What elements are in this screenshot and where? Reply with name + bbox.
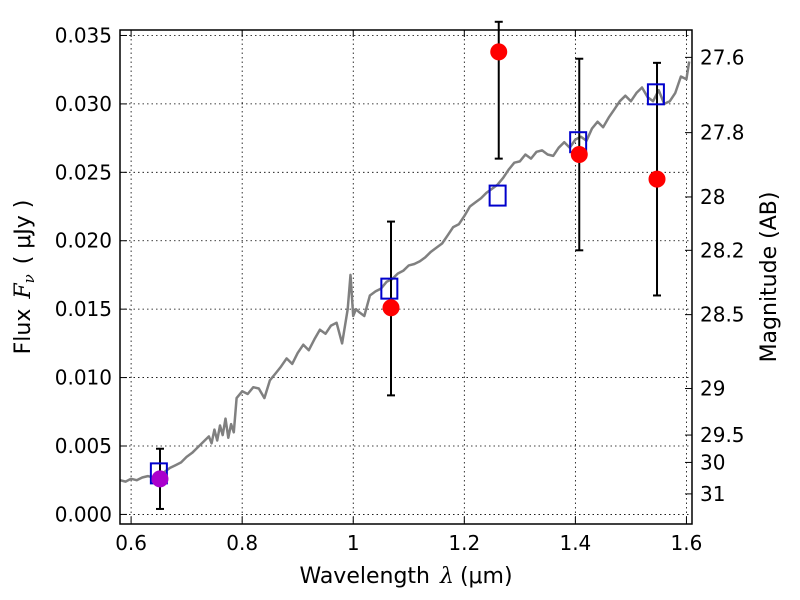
x-tick-label: 1.6 [671, 531, 703, 555]
y2-tick-label: 28.2 [700, 238, 745, 262]
y2-tick-label: 29.5 [700, 423, 745, 447]
y-axis: 0.000 0.005 0.010 0.015 0.020 0.025 0.030 0.035 [55, 23, 127, 526]
y2-tick-label: 30 [700, 450, 725, 474]
y2-axis-title: Magnitude (AB) [757, 192, 782, 363]
x-tick-label: 0.6 [115, 531, 147, 555]
y-tick-label: 0.025 [55, 160, 112, 184]
plot-area [120, 30, 692, 524]
marker-group [149, 43, 666, 488]
observed-photometry-point [490, 43, 508, 61]
observed-photometry-point [570, 146, 588, 164]
observed-photometry-point [648, 170, 666, 188]
y2-tick-label: 28.5 [700, 303, 745, 327]
y-tick-label: 0.020 [55, 229, 112, 253]
y-tick-label: 0.010 [55, 366, 112, 390]
y-tick-label: 0.005 [55, 434, 112, 458]
y-tick-label: 0.035 [55, 23, 112, 47]
observed-photometry-point [151, 470, 169, 488]
y2-tick-label: 27.8 [700, 121, 745, 145]
model-photometry-point [646, 83, 665, 106]
y-axis-title: FluxFν( μJy ) [11, 200, 38, 355]
model-photometry-point [488, 184, 507, 207]
x-tick-label: 1.2 [448, 531, 480, 555]
y2-tick-label: 29 [700, 377, 725, 401]
spectrum-line [119, 61, 691, 483]
x-tick-label: 0.8 [226, 531, 258, 555]
x-axis: 0.6 0.8 1 1.2 1.4 1.6 [115, 30, 702, 555]
y-tick-label: 0.015 [55, 297, 112, 321]
observed-photometry-point [382, 299, 400, 317]
y-tick-label: 0.000 [55, 502, 112, 526]
y2-tick-label: 31 [700, 482, 725, 506]
y2-tick-label: 28 [700, 185, 725, 209]
plot-frame [119, 29, 693, 525]
y2-axis: 27.6 27.8 28 28.2 28.5 29 29.5 30 31 [685, 45, 745, 506]
spectrum-line-group [119, 61, 691, 483]
y2-tick-label: 27.6 [700, 45, 745, 69]
x-tick-label: 1 [347, 531, 360, 555]
x-axis-title: Wavelength λ (μm) [299, 564, 512, 589]
grid-lines [120, 30, 692, 524]
x-tick-label: 1.4 [559, 531, 591, 555]
y-tick-label: 0.030 [55, 92, 112, 116]
model-photometry-point [380, 277, 399, 300]
